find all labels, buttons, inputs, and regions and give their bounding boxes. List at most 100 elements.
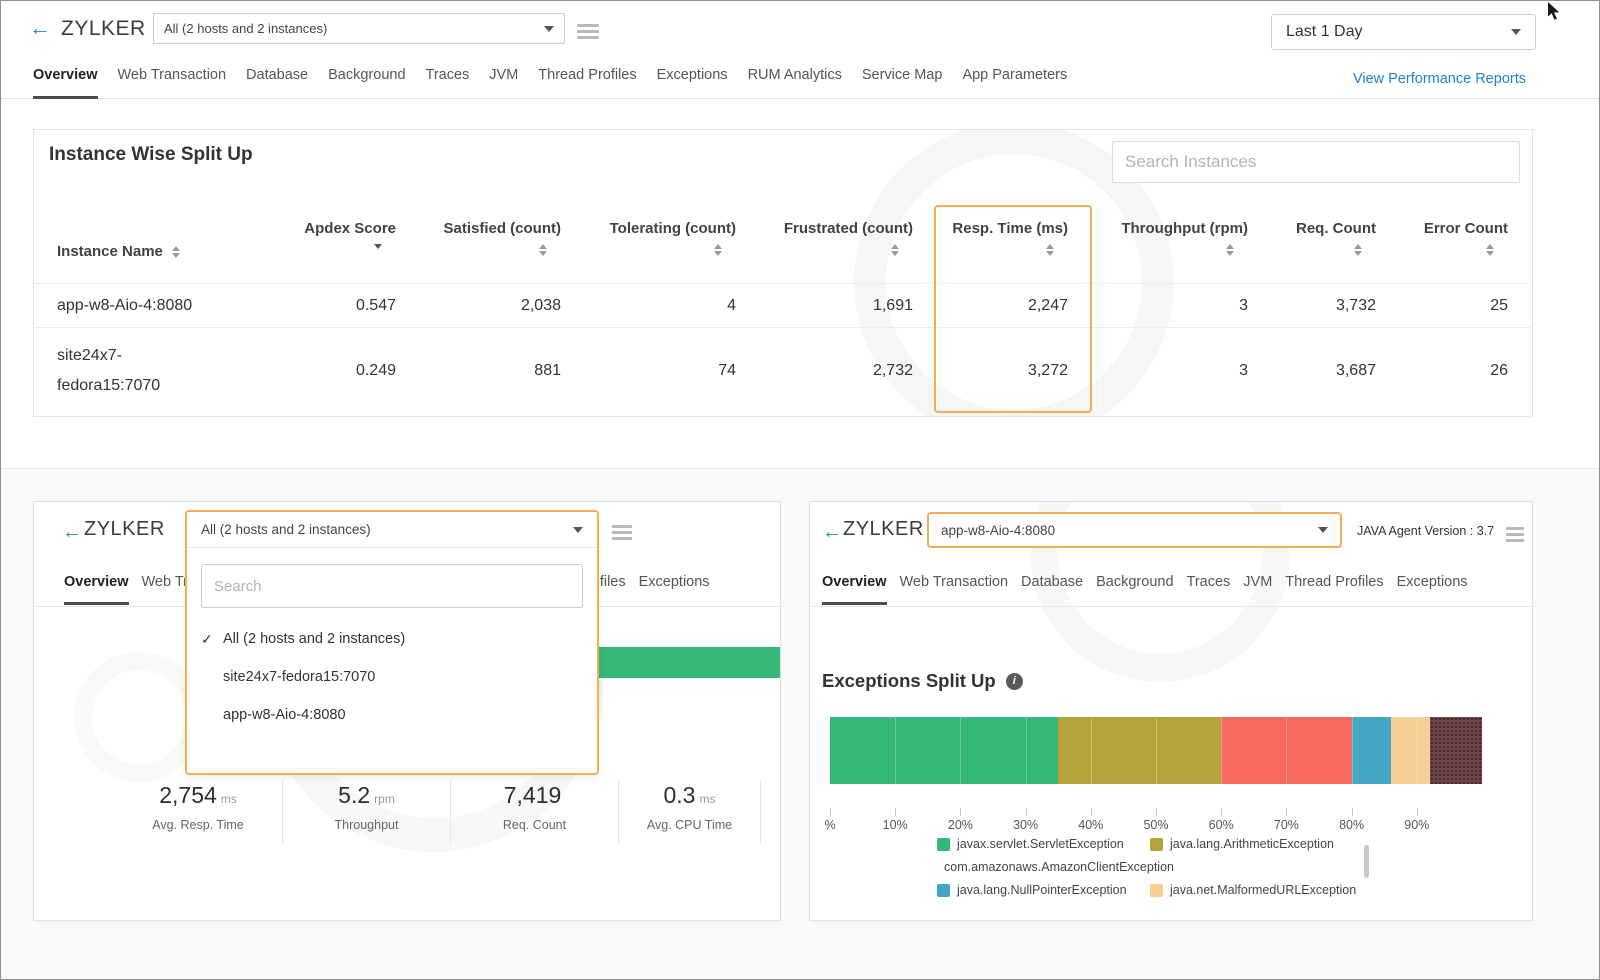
app-header: ← ZYLKER All (2 hosts and 2 instances) L… (21, 11, 1581, 57)
instance-selector-dropdown[interactable]: app-w8-Aio-4:8080 (927, 512, 1342, 548)
check-icon: ✓ (201, 630, 213, 647)
tab-rum-analytics[interactable]: RUM Analytics (747, 67, 842, 83)
tab-thread-profiles[interactable]: Thread Profiles (1285, 574, 1384, 590)
stat-avg-resp-time: 2,754 ms Avg. Resp. Time (114, 780, 283, 844)
axis-tick-label: 30% (1013, 818, 1039, 832)
time-range-dropdown[interactable]: Last 1 Day (1271, 14, 1536, 50)
sort-icon[interactable] (539, 244, 547, 256)
tab-exceptions[interactable]: Exceptions (638, 574, 710, 590)
table-row[interactable]: app-w8-Aio-4:8080 0.547 2,038 4 1,691 2,… (34, 283, 1532, 327)
axis-tick-mark (895, 808, 897, 816)
option-label: site24x7-fedora15:7070 (223, 669, 376, 685)
tab-exceptions[interactable]: Exceptions (1396, 574, 1468, 590)
chart-gridline (1351, 717, 1353, 784)
axis-tick-label: 20% (947, 818, 973, 832)
tab-web-transaction[interactable]: Web Transaction (899, 574, 1009, 590)
chart-gridline (1221, 717, 1223, 784)
instance-name-link[interactable]: site24x7-fedora15:7070 (57, 346, 161, 394)
exception-bar-segment (1390, 717, 1430, 784)
back-arrow-icon[interactable]: ← (822, 521, 842, 543)
tab-overview[interactable]: Overview (822, 574, 887, 605)
menu-icon[interactable] (1506, 524, 1524, 545)
col-header-tolerating[interactable]: Tolerating (count) (561, 220, 736, 283)
stat-label: Avg. Resp. Time (152, 818, 244, 832)
apdex-cell: 0.249 (355, 361, 396, 379)
tabs-divider (810, 606, 1532, 607)
stat-unit: ms (220, 792, 237, 806)
info-icon[interactable]: i (1005, 672, 1023, 690)
col-label: Apdex Score (304, 220, 396, 237)
instance-scope-dropdown[interactable]: All (2 hosts and 2 instances) (153, 13, 565, 44)
instance-name-link[interactable]: app-w8-Aio-4:8080 (57, 296, 193, 314)
back-arrow-icon[interactable]: ← (62, 521, 82, 543)
tab-database[interactable]: Database (246, 67, 309, 83)
tab-database[interactable]: Database (1021, 574, 1084, 590)
dropdown-search-input[interactable] (201, 564, 583, 608)
tab-jvm[interactable]: JVM (489, 67, 519, 83)
tab-traces[interactable]: Traces (1186, 574, 1231, 590)
sort-icon[interactable] (1486, 244, 1494, 256)
java-agent-version: JAVA Agent Version : 3.7 (1357, 524, 1495, 538)
legend-row: com.amazonaws.AmazonClientException (937, 860, 1356, 874)
sort-icon[interactable] (1354, 244, 1362, 256)
axis-tick-label: 80% (1339, 818, 1365, 832)
col-header-req-count[interactable]: Req. Count (1248, 220, 1376, 283)
dropdown-option-site24x7-fedora15[interactable]: site24x7-fedora15:7070 (187, 658, 597, 696)
col-header-error-count[interactable]: Error Count (1376, 220, 1508, 283)
exception-bar-segment (830, 717, 1059, 784)
sort-icon[interactable] (171, 245, 180, 258)
tab-traces[interactable]: Traces (425, 67, 470, 83)
tab-web-transaction[interactable]: Web Transaction (117, 67, 227, 83)
sort-icon[interactable] (891, 244, 899, 256)
instance-overview-card: ← ZYLKER Overview Web Transaction Databa… (33, 501, 781, 921)
exception-bar-segment (1221, 717, 1352, 784)
stat-throughput: 5.2 rpm Throughput (283, 780, 451, 844)
col-header-instance-name[interactable]: Instance Name (34, 220, 259, 283)
chart-gridline (1025, 717, 1027, 784)
sort-icon[interactable] (714, 244, 722, 256)
col-header-satisfied[interactable]: Satisfied (count) (396, 220, 561, 283)
view-performance-reports-link[interactable]: View Performance Reports (1352, 71, 1526, 87)
legend-scrollbar[interactable] (1364, 845, 1369, 878)
stat-label: Avg. CPU Time (646, 818, 733, 832)
sort-icon[interactable] (1226, 244, 1234, 256)
throughput-cell: 3 (1239, 296, 1248, 314)
legend-label: java.lang.NullPointerException (957, 883, 1127, 897)
tab-jvm[interactable]: JVM (1243, 574, 1273, 590)
tab-background[interactable]: Background (1096, 574, 1174, 590)
col-label: Resp. Time (ms) (952, 220, 1068, 237)
error-count-cell: 25 (1490, 296, 1508, 314)
col-header-frustrated[interactable]: Frustrated (count) (736, 220, 913, 283)
resp-time-cell: 3,272 (1027, 361, 1068, 379)
tab-background[interactable]: Background (328, 67, 406, 83)
option-label: All (2 hosts and 2 instances) (223, 631, 406, 647)
menu-icon[interactable] (612, 522, 632, 543)
legend-row: java.lang.NullPointerException java.net.… (937, 883, 1356, 897)
legend-label: com.amazonaws.AmazonClientException (944, 860, 1174, 874)
error-count-cell: 26 (1490, 361, 1508, 379)
nav-divider (1, 98, 1599, 99)
tab-thread-profiles[interactable]: Thread Profiles (538, 67, 637, 83)
sort-icon[interactable] (374, 244, 382, 249)
req-count-cell: 3,687 (1335, 361, 1376, 379)
table-row[interactable]: site24x7-fedora15:7070 0.249 881 74 2,73… (34, 327, 1532, 413)
col-header-resp-time[interactable]: Resp. Time (ms) (913, 220, 1068, 283)
col-header-apdex-score[interactable]: Apdex Score (259, 220, 396, 283)
dropdown-option-app-w8-aio-4[interactable]: app-w8-Aio-4:8080 (187, 696, 597, 734)
tab-service-map[interactable]: Service Map (861, 67, 943, 83)
dropdown-selected-value[interactable]: All (2 hosts and 2 instances) (187, 512, 597, 548)
tab-app-parameters[interactable]: App Parameters (962, 67, 1068, 83)
sort-icon[interactable] (1046, 244, 1054, 256)
axis-tick-mark (1025, 808, 1027, 816)
search-instances-input[interactable] (1112, 141, 1520, 183)
stat-label: Throughput (334, 818, 399, 832)
col-header-throughput[interactable]: Throughput (rpm) (1068, 220, 1248, 283)
back-arrow-icon[interactable]: ← (29, 15, 51, 40)
tab-overview[interactable]: Overview (33, 67, 98, 99)
menu-icon[interactable] (577, 21, 599, 42)
dropdown-option-all[interactable]: ✓ All (2 hosts and 2 instances) (187, 620, 597, 658)
legend-item: java.lang.NullPointerException (937, 883, 1150, 897)
tab-exceptions[interactable]: Exceptions (656, 67, 728, 83)
tab-overview[interactable]: Overview (64, 574, 129, 605)
